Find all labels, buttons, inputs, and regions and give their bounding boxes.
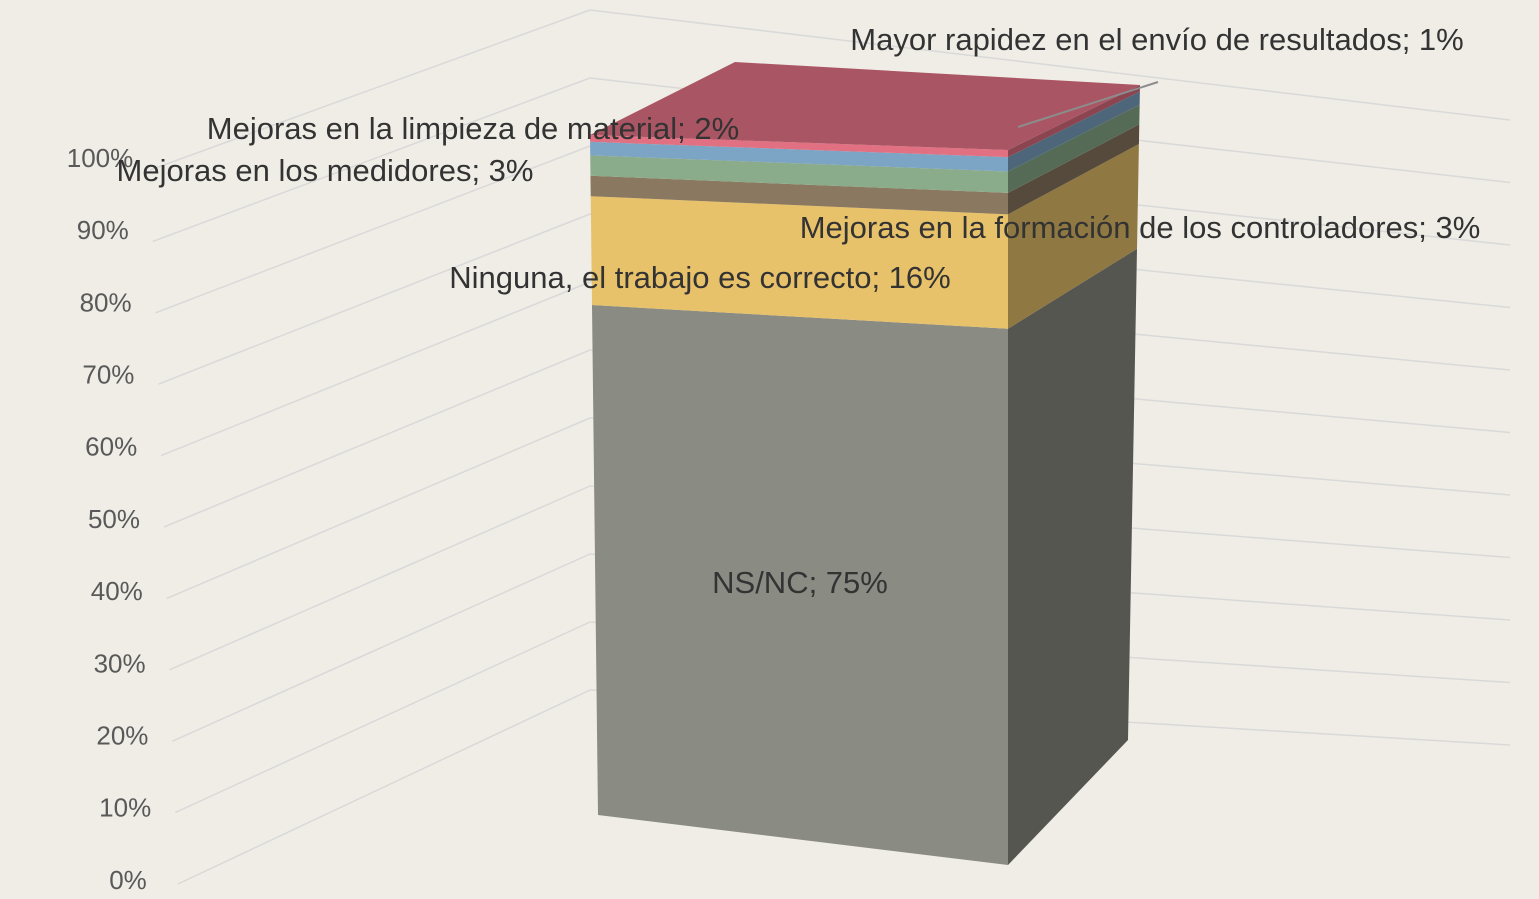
bar-segment-side bbox=[1008, 104, 1140, 193]
grid-line bbox=[177, 689, 591, 885]
y-tick-label: 100% bbox=[67, 143, 134, 173]
bar-segment bbox=[590, 135, 1008, 158]
y-tick-label: 60% bbox=[85, 432, 137, 462]
bar-segment bbox=[590, 175, 1008, 215]
leader-line bbox=[1017, 81, 1159, 128]
grid-line bbox=[160, 281, 591, 457]
bar-top bbox=[590, 62, 1140, 150]
grid-line bbox=[152, 77, 591, 243]
y-tick-label: 80% bbox=[80, 287, 132, 317]
grid-line bbox=[169, 485, 591, 671]
bar-segment-side bbox=[1008, 248, 1137, 865]
y-tick-label: 30% bbox=[94, 648, 146, 678]
data-label: Mejoras en la formación de los controlad… bbox=[800, 210, 1481, 245]
grid-line bbox=[174, 621, 591, 814]
bar-segment bbox=[590, 141, 1008, 172]
grid-line bbox=[155, 145, 591, 314]
y-tick-label: 50% bbox=[88, 504, 140, 534]
grid-line bbox=[158, 213, 591, 385]
y-tick-label: 20% bbox=[96, 720, 148, 750]
data-label: Mejoras en los medidores; 3% bbox=[117, 153, 534, 188]
y-tick-label: 90% bbox=[77, 215, 129, 245]
y-tick-label: 10% bbox=[99, 793, 151, 823]
grid-line bbox=[166, 417, 591, 600]
grid-line bbox=[149, 9, 591, 171]
bar-segment-side bbox=[1008, 124, 1140, 215]
y-tick-label: 70% bbox=[82, 359, 134, 389]
grid-line bbox=[589, 9, 1511, 121]
bar-segment bbox=[590, 155, 1008, 193]
bar-segment bbox=[592, 305, 1008, 865]
data-label: NS/NC; 75% bbox=[712, 565, 888, 600]
y-tick-label: 40% bbox=[91, 576, 143, 606]
bar-segment-side bbox=[1008, 91, 1140, 172]
bar-segment bbox=[590, 196, 1008, 329]
data-label: Mayor rapidez en el envío de resultados;… bbox=[850, 22, 1463, 57]
y-tick-label: 0% bbox=[109, 865, 147, 895]
bar-segment-side bbox=[1008, 85, 1140, 158]
data-label: Ninguna, el trabajo es correcto; 16% bbox=[449, 260, 950, 295]
bar-segment-side bbox=[1008, 143, 1139, 329]
grid-line bbox=[163, 349, 591, 528]
data-label: Mejoras en la limpieza de material; 2% bbox=[207, 111, 739, 146]
grid-line bbox=[172, 553, 591, 742]
